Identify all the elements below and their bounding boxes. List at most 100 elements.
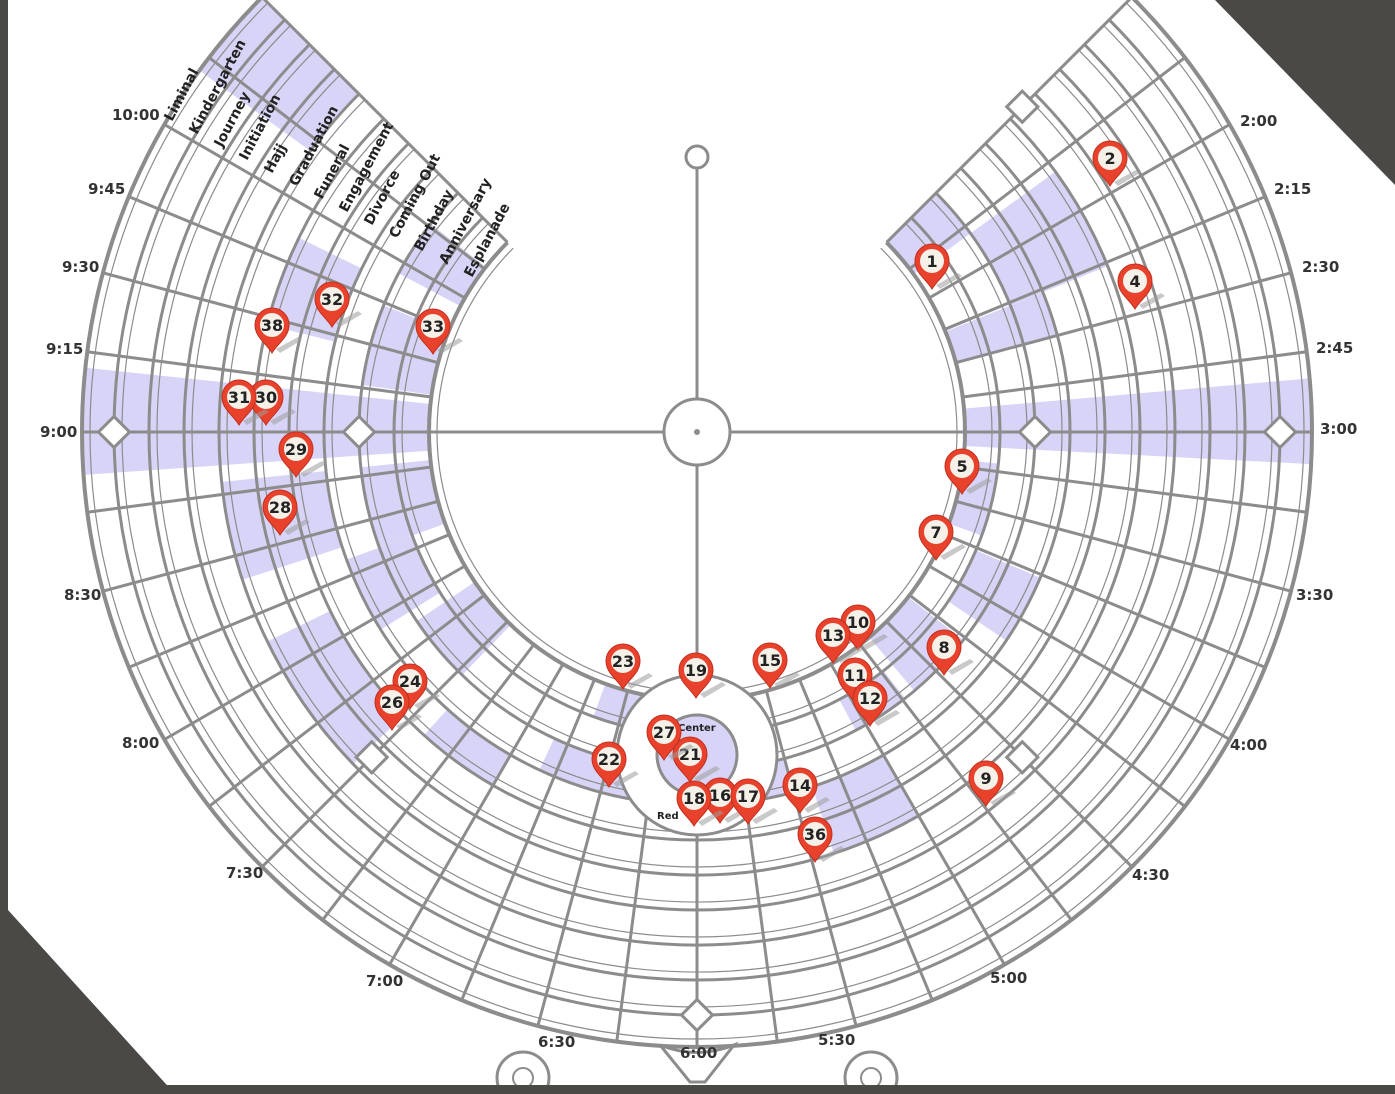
pin-13[interactable]: 13 (815, 617, 863, 664)
pin-22[interactable]: 22 (591, 741, 639, 788)
pin-28[interactable]: 28 (262, 489, 310, 536)
radial-street (102, 499, 439, 593)
highlight-block (963, 378, 1312, 465)
pin-36[interactable]: 36 (797, 816, 845, 863)
pin-number: 26 (381, 693, 403, 712)
radial-street (928, 564, 1231, 741)
pin-number: 33 (422, 317, 444, 336)
pin-number: 8 (938, 638, 949, 657)
pin-number: 11 (844, 666, 866, 685)
radial-streets (82, 0, 1312, 1047)
pin-number: 16 (709, 786, 731, 805)
radial-street (460, 679, 596, 1001)
clock-label-t430: 4:30 (1132, 866, 1169, 884)
pin-number: 13 (822, 626, 844, 645)
radial-street (955, 271, 1292, 365)
clock-label-t245: 2:45 (1316, 339, 1353, 357)
pin-32[interactable]: 32 (314, 281, 362, 328)
pin-16[interactable]: 16 (702, 777, 750, 824)
pin-7[interactable]: 7 (918, 514, 966, 561)
radial-street (885, 620, 1133, 868)
pin-number: 31 (228, 388, 250, 407)
clock-label-t700: 7:00 (366, 972, 403, 990)
radial-street (163, 564, 466, 741)
pin-number: 5 (956, 457, 967, 476)
radial-street (908, 56, 1186, 271)
radial-street (962, 465, 1307, 514)
pin-17[interactable]: 17 (730, 778, 778, 825)
pin-number: 7 (930, 523, 941, 542)
pin-29[interactable]: 29 (278, 431, 326, 478)
clock-label-t215: 2:15 (1274, 180, 1311, 198)
highlight-block (886, 192, 971, 275)
pin-23[interactable]: 23 (605, 643, 653, 690)
red-label: Red (657, 811, 679, 822)
pin-number: 24 (399, 672, 421, 691)
radial-street (928, 123, 1231, 300)
pin-15[interactable]: 15 (752, 642, 800, 689)
plaza (679, 997, 715, 1033)
pin-number: 38 (261, 316, 283, 335)
pin-number: 27 (653, 723, 675, 742)
pin-number: 9 (980, 769, 991, 788)
clock-label-t945: 9:45 (88, 180, 125, 198)
clock-label-t330: 3:30 (1296, 586, 1333, 604)
pin-number: 12 (859, 689, 881, 708)
pin-number: 19 (685, 661, 707, 680)
pin-1[interactable]: 1 (914, 243, 962, 290)
pin-number: 22 (598, 750, 620, 769)
clock-label-t730: 7:30 (226, 864, 263, 882)
pin-number: 17 (737, 787, 759, 806)
clock-label-t200: 2:00 (1240, 112, 1277, 130)
pin-number: 36 (804, 825, 826, 844)
radial-street (885, 0, 1132, 244)
pin-12[interactable]: 12 (852, 680, 900, 727)
pin-19[interactable]: 19 (678, 652, 726, 699)
radial-street (208, 56, 486, 271)
pin-9[interactable]: 9 (968, 760, 1016, 807)
clock-label-t500: 5:00 (990, 969, 1027, 987)
pin-number: 32 (321, 290, 343, 309)
plaza (96, 414, 132, 450)
pin-33[interactable]: 33 (415, 308, 463, 355)
pin-31[interactable]: 31 (221, 379, 269, 426)
pin-38[interactable]: 38 (254, 307, 302, 354)
radial-street (87, 465, 432, 514)
plaza (1004, 89, 1040, 125)
pin-4[interactable]: 4 (1117, 263, 1165, 310)
clock-label-t230: 2:30 (1302, 258, 1339, 276)
plaza (1262, 414, 1298, 450)
plaza (354, 739, 390, 775)
pin-number: 10 (847, 613, 869, 632)
pin-2[interactable]: 2 (1092, 140, 1140, 187)
highlight-block (82, 367, 431, 475)
temple-circle (684, 144, 710, 170)
pin-number: 1 (926, 252, 937, 271)
radial-street (321, 643, 536, 921)
radial-street (208, 593, 486, 808)
clock-label-t300: 3:00 (1320, 420, 1357, 438)
center-label: Center (678, 723, 716, 734)
clock-label-t600: 6:00 (680, 1044, 717, 1062)
pin-21[interactable]: 21 (672, 736, 720, 783)
plaza (341, 414, 377, 450)
pin-8[interactable]: 8 (926, 629, 974, 676)
radial-street (388, 663, 565, 966)
highlight-block (423, 709, 511, 786)
pin-number: 30 (255, 388, 277, 407)
clock-label-t400: 4:00 (1230, 736, 1267, 754)
pin-5[interactable]: 5 (944, 448, 992, 495)
pin-14[interactable]: 14 (782, 767, 830, 814)
pin-26[interactable]: 26 (374, 684, 422, 731)
pin-number: 4 (1129, 272, 1140, 291)
clock-label-t800: 8:00 (122, 734, 159, 752)
radial-street (87, 350, 432, 399)
pin-18[interactable]: 18 (676, 780, 724, 827)
radial-street (128, 195, 450, 331)
clock-label-t830: 8:30 (64, 586, 101, 604)
clock-label-t630: 6:30 (538, 1033, 575, 1051)
pin-27[interactable]: 27 (646, 714, 694, 761)
radial-street (908, 593, 1186, 808)
plazas (96, 89, 1298, 1033)
